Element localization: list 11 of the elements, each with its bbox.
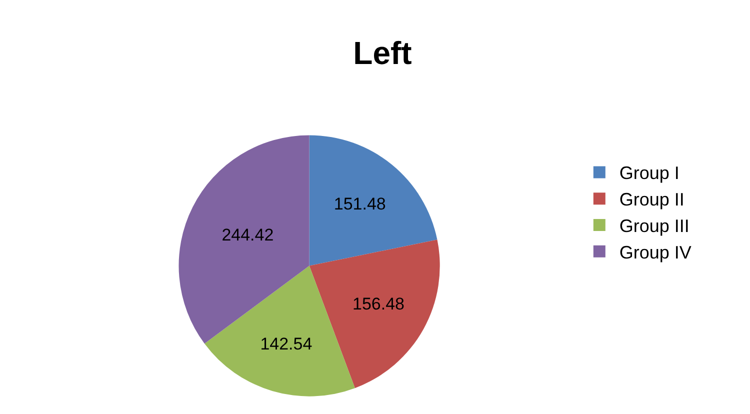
legend-label: Group I (619, 163, 680, 184)
data-label: 142.54 (260, 334, 312, 354)
legend-label: Group III (619, 216, 690, 236)
pie-slice (204, 266, 355, 396)
data-label: 151.48 (334, 194, 386, 214)
legend-label: Group IV (619, 242, 692, 262)
data-label: 244.42 (222, 225, 274, 244)
pie-slice (309, 135, 438, 266)
data-label: 156.48 (352, 294, 405, 314)
legend-label: Group II (619, 190, 684, 210)
chart-title: Left (353, 34, 412, 71)
